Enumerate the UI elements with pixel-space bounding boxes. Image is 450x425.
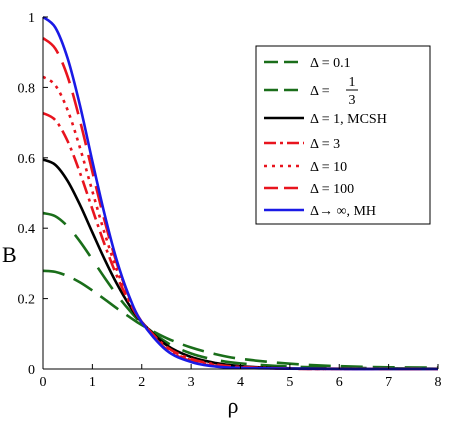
x-tick-label: 1 bbox=[89, 375, 96, 390]
x-tick-label: 5 bbox=[286, 375, 293, 390]
x-tick-label: 0 bbox=[40, 375, 47, 390]
x-tick-label: 4 bbox=[237, 375, 244, 390]
chart-ticks: 0 1 2 3 4 5 6 7 8 0 0.2 0.4 0.6 0.8 1 bbox=[18, 11, 442, 390]
legend-label-4: Δ = 10 bbox=[310, 160, 347, 175]
x-tick-label: 7 bbox=[385, 375, 392, 390]
legend-label-0: Δ = 0.1 bbox=[310, 56, 351, 71]
legend-label-2: Δ = 1, MCSH bbox=[310, 112, 387, 127]
legend-label-6: Δ→ ∞, MH bbox=[310, 204, 376, 219]
y-tick-label: 1 bbox=[28, 11, 35, 26]
y-axis-title: B bbox=[2, 242, 17, 267]
y-tick-label: 0.4 bbox=[18, 222, 36, 237]
y-tick-label: 0 bbox=[28, 363, 35, 378]
x-tick-label: 6 bbox=[336, 375, 343, 390]
x-tick-label: 2 bbox=[138, 375, 145, 390]
legend-label-3: Δ = 3 bbox=[310, 137, 340, 152]
legend-fraction-denominator: 3 bbox=[349, 93, 356, 108]
x-axis-title: ρ bbox=[228, 393, 239, 418]
legend-label-5: Δ = 100 bbox=[310, 182, 354, 197]
legend-fraction-numerator: 1 bbox=[349, 75, 356, 90]
x-tick-label: 3 bbox=[188, 375, 195, 390]
legend-box bbox=[255, 45, 431, 225]
chart-legend: Δ = 0.1 Δ = 1 3 Δ = 1, MCSH Δ = 3 Δ = 10 Δ = 1… bbox=[255, 45, 431, 225]
y-tick-label: 0.2 bbox=[18, 293, 36, 308]
series-line-0 bbox=[42, 269, 439, 369]
legend-label-1-prefix: Δ = bbox=[310, 84, 330, 99]
y-tick-label: 0.6 bbox=[18, 152, 36, 167]
series-line-1 bbox=[42, 211, 439, 370]
y-tick-label: 0.8 bbox=[18, 81, 36, 96]
x-tick-label: 8 bbox=[435, 375, 442, 390]
